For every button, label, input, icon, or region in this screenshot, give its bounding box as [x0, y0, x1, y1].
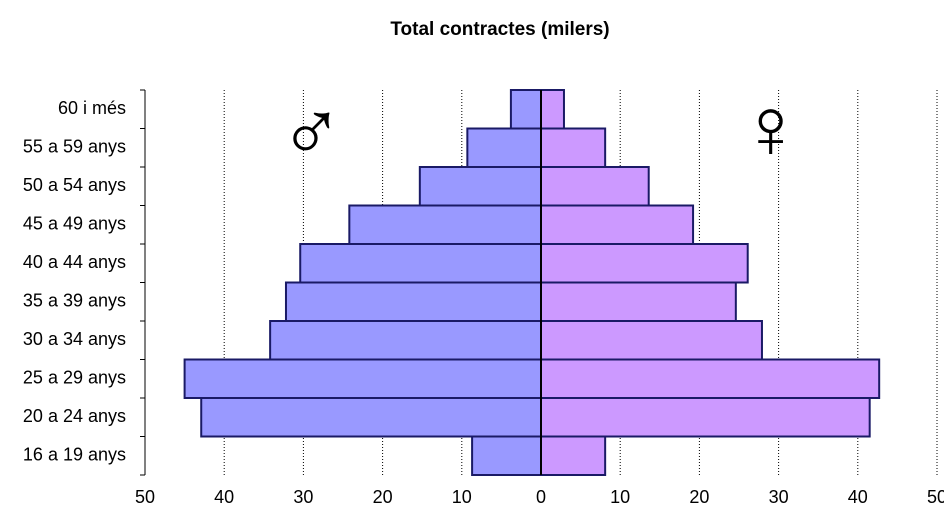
y-tick-label: 35 a 39 anys — [23, 291, 126, 311]
bar — [418, 166, 543, 207]
bar — [540, 435, 607, 476]
y-tick-label: 55 a 59 anys — [23, 137, 126, 157]
y-tick-label: 40 a 44 anys — [23, 252, 126, 272]
y-tick-label: 50 a 54 anys — [23, 175, 126, 195]
y-tick-label: 45 a 49 anys — [23, 214, 126, 234]
bar — [540, 243, 749, 284]
x-tick-label: 20 — [689, 487, 709, 507]
x-tick-label: 50 — [927, 487, 944, 507]
bar — [269, 320, 542, 361]
bar — [540, 89, 565, 130]
y-tick-label: 30 a 34 anys — [23, 329, 126, 349]
bar — [466, 127, 542, 168]
x-tick-label: 50 — [135, 487, 155, 507]
x-tick-label: 0 — [536, 487, 546, 507]
bar — [540, 397, 871, 438]
chart-title: Total contractes (milers) — [390, 19, 609, 40]
bar — [540, 127, 607, 168]
bar — [540, 320, 763, 361]
y-tick-label: 25 a 29 anys — [23, 368, 126, 388]
y-tick-label: 60 i més — [58, 98, 126, 118]
bar — [540, 204, 695, 245]
y-tick-label: 16 a 19 anys — [23, 445, 126, 465]
bar — [183, 358, 542, 399]
bar — [540, 358, 881, 399]
x-tick-label: 40 — [848, 487, 868, 507]
bar — [540, 166, 650, 207]
bar — [471, 435, 543, 476]
x-tick-label: 30 — [769, 487, 789, 507]
x-tick-label: 40 — [214, 487, 234, 507]
bar — [540, 281, 737, 322]
x-tick-label: 10 — [452, 487, 472, 507]
legend-label: ♂ — [279, 81, 344, 177]
bar — [509, 89, 542, 130]
x-tick-label: 20 — [373, 487, 393, 507]
legend-label: ♀ — [738, 81, 803, 177]
x-tick-label: 30 — [293, 487, 313, 507]
y-tick-label: 20 a 24 anys — [23, 406, 126, 426]
bar — [200, 397, 542, 438]
x-tick-label: 10 — [610, 487, 630, 507]
bar — [299, 243, 542, 284]
bar — [348, 204, 542, 245]
bar — [284, 281, 543, 322]
